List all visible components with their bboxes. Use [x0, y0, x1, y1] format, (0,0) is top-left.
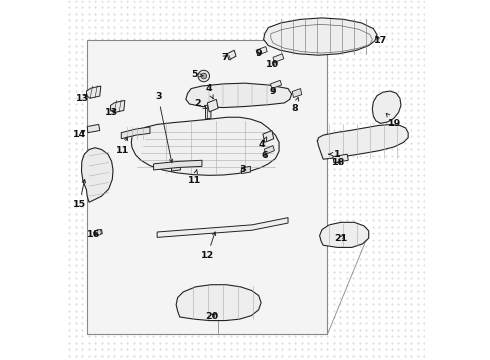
Polygon shape — [333, 154, 348, 163]
Text: 5: 5 — [191, 70, 203, 79]
Polygon shape — [87, 125, 100, 133]
Text: 6: 6 — [261, 151, 268, 160]
Text: 18: 18 — [332, 158, 345, 167]
Text: 4: 4 — [205, 84, 213, 99]
Text: 3: 3 — [155, 92, 173, 163]
Text: 8: 8 — [291, 98, 299, 113]
Polygon shape — [293, 89, 302, 98]
Text: 3: 3 — [239, 166, 246, 175]
Polygon shape — [95, 229, 102, 235]
Polygon shape — [153, 160, 202, 170]
Polygon shape — [273, 54, 284, 62]
Text: 13: 13 — [76, 94, 90, 103]
Polygon shape — [270, 80, 282, 89]
Polygon shape — [319, 222, 368, 247]
Polygon shape — [111, 100, 125, 113]
Text: 1: 1 — [329, 150, 341, 159]
Text: 7: 7 — [221, 53, 227, 62]
Polygon shape — [207, 99, 218, 112]
Text: 9: 9 — [270, 86, 276, 95]
Polygon shape — [265, 145, 274, 154]
Polygon shape — [157, 218, 288, 237]
Text: 16: 16 — [87, 230, 100, 239]
Bar — [87, 40, 327, 334]
Polygon shape — [87, 86, 101, 98]
Text: 20: 20 — [205, 312, 219, 321]
Text: 2: 2 — [195, 99, 207, 108]
Text: 4: 4 — [259, 137, 267, 149]
Text: 21: 21 — [335, 234, 348, 243]
Polygon shape — [81, 148, 113, 202]
Polygon shape — [318, 125, 408, 159]
Text: 11: 11 — [116, 137, 129, 155]
Circle shape — [96, 229, 101, 235]
Polygon shape — [186, 83, 292, 108]
Text: 11: 11 — [188, 170, 201, 185]
Polygon shape — [131, 117, 279, 175]
Polygon shape — [242, 166, 250, 174]
Text: 14: 14 — [73, 130, 86, 139]
Circle shape — [198, 70, 210, 82]
Polygon shape — [264, 18, 377, 55]
Polygon shape — [256, 46, 267, 55]
Polygon shape — [372, 91, 401, 123]
Polygon shape — [176, 285, 261, 320]
Polygon shape — [227, 50, 236, 60]
Polygon shape — [263, 131, 274, 142]
Polygon shape — [172, 164, 180, 171]
Text: 19: 19 — [386, 113, 401, 128]
Text: 10: 10 — [267, 60, 279, 69]
Text: 13: 13 — [105, 108, 118, 117]
Text: 15: 15 — [73, 179, 86, 209]
Circle shape — [201, 73, 207, 79]
Text: 9: 9 — [255, 49, 262, 58]
Text: 17: 17 — [374, 36, 387, 45]
Text: 12: 12 — [201, 232, 216, 260]
Polygon shape — [122, 127, 150, 139]
Polygon shape — [205, 105, 211, 119]
